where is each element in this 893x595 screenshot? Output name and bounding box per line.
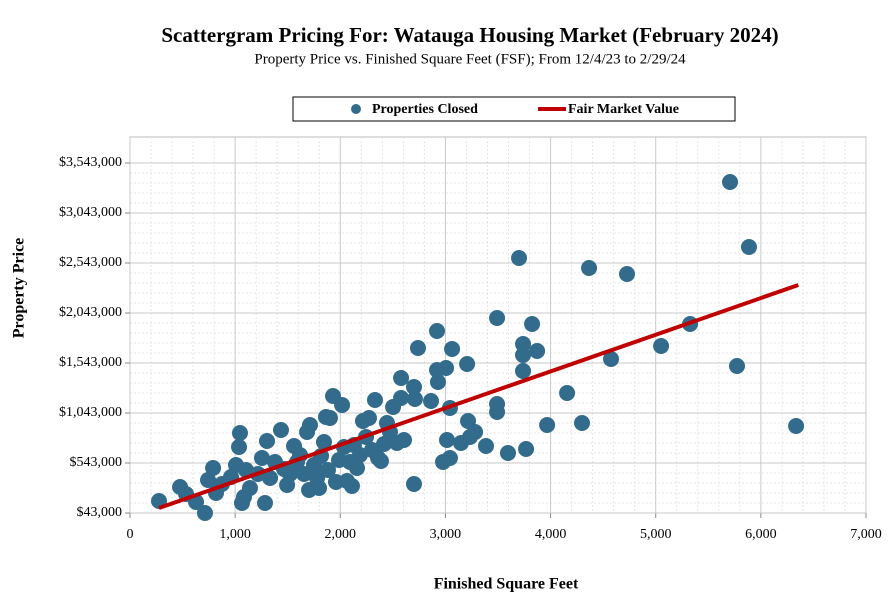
- data-point: [429, 323, 446, 339]
- data-point: [334, 397, 351, 413]
- y-tick-label: $3,043,000: [59, 205, 122, 220]
- data-point: [196, 505, 213, 521]
- x-tick-label: 2,000: [325, 527, 357, 542]
- x-axis-title: Finished Square Feet: [434, 576, 579, 593]
- y-axis-title: Property Price: [11, 238, 28, 339]
- data-point: [459, 356, 476, 372]
- data-point: [321, 410, 338, 426]
- x-tick-label: 6,000: [745, 527, 777, 542]
- data-point: [511, 250, 528, 266]
- data-point: [302, 417, 319, 433]
- data-point: [396, 432, 413, 448]
- data-point: [349, 460, 366, 476]
- data-point: [393, 370, 410, 386]
- x-tick-label: 1,000: [219, 527, 251, 542]
- data-point: [319, 462, 336, 478]
- data-point: [478, 438, 495, 454]
- data-point: [406, 391, 423, 407]
- x-tick-label: 4,000: [535, 527, 567, 542]
- y-tick-label: $2,043,000: [59, 305, 122, 320]
- data-point: [282, 466, 299, 482]
- data-point: [489, 396, 506, 412]
- data-point: [441, 450, 458, 466]
- data-point: [529, 343, 546, 359]
- data-point: [444, 341, 461, 357]
- data-point: [653, 338, 670, 354]
- y-tick-label: $1,043,000: [59, 405, 122, 420]
- data-point: [439, 432, 456, 448]
- data-point: [409, 340, 426, 356]
- y-tick-label: $543,000: [70, 455, 123, 470]
- data-point: [788, 418, 805, 434]
- data-point: [241, 480, 258, 496]
- data-point: [366, 392, 383, 408]
- x-tick-label: 7,000: [850, 527, 882, 542]
- chart-title: Scattergram Pricing For: Watauga Housing…: [161, 23, 778, 47]
- data-point: [231, 439, 248, 455]
- data-point: [272, 422, 289, 438]
- data-point: [515, 363, 532, 379]
- data-point: [405, 379, 422, 395]
- data-point: [259, 433, 276, 449]
- data-point: [518, 441, 535, 457]
- data-point: [376, 436, 393, 452]
- legend-box: [292, 96, 736, 122]
- data-point: [372, 453, 389, 469]
- data-point: [205, 460, 222, 476]
- data-point: [393, 390, 410, 406]
- x-tick-label: 3,000: [430, 527, 462, 542]
- data-point: [574, 415, 591, 431]
- y-tick-label: $1,543,000: [59, 355, 122, 370]
- data-point: [262, 470, 279, 486]
- data-point: [231, 425, 248, 441]
- chart-subtitle: Property Price vs. Finished Square Feet …: [254, 51, 686, 67]
- y-tick-label: $3,543,000: [59, 155, 122, 170]
- data-point: [423, 393, 440, 409]
- legend-label: Fair Market Value: [568, 102, 679, 117]
- legend-symbol: [351, 104, 361, 114]
- y-tick-label: $2,543,000: [59, 255, 122, 270]
- data-point: [351, 447, 368, 463]
- data-point: [253, 450, 270, 466]
- data-point: [499, 445, 516, 461]
- data-point: [438, 360, 455, 376]
- fair-value-line: [158, 283, 799, 510]
- data-point: [405, 476, 422, 492]
- y-tick-label: $43,000: [77, 505, 123, 520]
- data-point: [619, 266, 636, 282]
- data-point: [559, 385, 576, 401]
- data-point: [581, 260, 598, 276]
- data-point: [429, 374, 446, 390]
- x-tick-label: 5,000: [640, 527, 672, 542]
- data-point: [311, 480, 328, 496]
- data-point: [722, 174, 739, 190]
- data-point: [603, 351, 620, 367]
- legend: Properties Closed Fair Market Value: [351, 102, 679, 117]
- marks: [151, 174, 805, 521]
- data-point: [467, 424, 484, 440]
- data-point: [740, 239, 757, 255]
- data-point: [343, 478, 360, 494]
- data-point: [489, 310, 506, 326]
- data-point: [515, 336, 532, 352]
- data-point: [728, 358, 745, 374]
- data-point: [200, 472, 217, 488]
- legend-label: Properties Closed: [372, 102, 478, 117]
- data-point: [524, 316, 541, 332]
- data-point: [315, 434, 332, 450]
- data-point: [360, 410, 377, 426]
- data-point: [515, 347, 532, 363]
- data-point: [539, 417, 556, 433]
- x-tick-label: 0: [127, 527, 134, 542]
- data-point: [257, 495, 274, 511]
